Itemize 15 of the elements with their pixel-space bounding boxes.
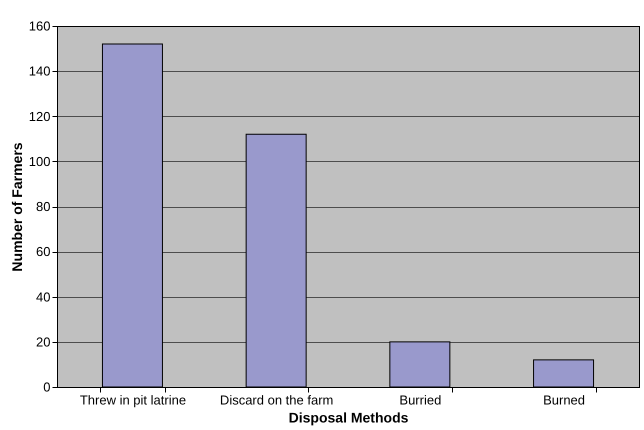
y-tick-label: 100 (28, 154, 50, 169)
y-tick-label: 20 (36, 334, 50, 350)
x-tick-label: Discard on the farm (220, 392, 334, 408)
x-axis-title: Disposal Methods (288, 410, 409, 426)
y-tick-label: 60 (36, 244, 50, 260)
y-tick-label: 140 (28, 64, 50, 79)
y-tick-label: 120 (28, 108, 50, 124)
y-axis-title: Number of Farmers (8, 142, 25, 272)
y-tick-label: 160 (28, 18, 50, 34)
x-tick-label: Burned (543, 392, 586, 408)
y-tick-label: 80 (36, 199, 50, 214)
x-tick-label: Threw in pit latrine (80, 392, 186, 408)
x-tick-label: Burried (399, 392, 442, 408)
y-tick-label: 0 (43, 380, 50, 394)
y-tick-label: 40 (36, 289, 50, 304)
